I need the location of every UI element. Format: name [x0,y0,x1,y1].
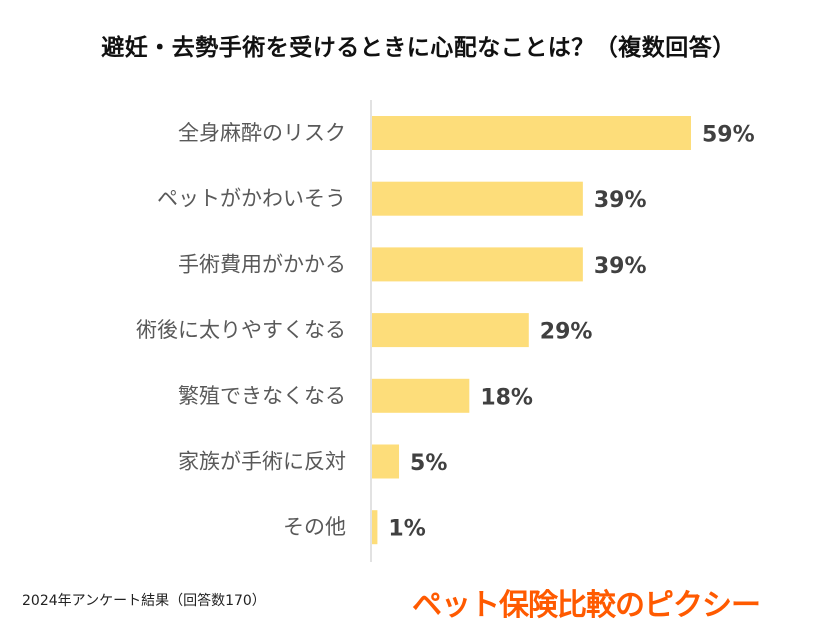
bars-group: 全身麻酔のリスク 59% ペットがかわいそう 39% 手術費用がかかる 39% 術後に太りや… [136,116,755,545]
bar-0 [372,116,691,150]
bar-6 [372,510,378,545]
category-label: その他 [283,515,346,539]
category-label: 家族が手術に反対 [178,450,346,474]
category-label: 全身麻酔のリスク [178,121,346,145]
value-label: 29% [540,320,593,345]
bar-4 [372,378,470,413]
category-label: 術後に太りやすくなる [136,318,346,342]
bar-5 [372,444,400,479]
value-label: 1% [388,517,425,542]
value-label: 5% [410,451,447,476]
bar-1 [372,181,583,216]
chart-title: 避妊・去勢手術を受けるときに心配なことは？（複数回答） [101,35,736,61]
category-label: ペットがかわいそう [157,187,346,211]
value-label: 39% [594,254,647,279]
value-label: 59% [702,123,755,148]
value-label: 39% [594,188,647,213]
survey-footnote: 2024年アンケート結果（回答数170） [22,593,266,609]
bar-3 [372,313,529,348]
value-label: 18% [480,385,533,410]
bar-2 [372,247,583,282]
category-label: 手術費用がかかる [178,252,346,276]
category-label: 繁殖できなくなる [178,384,346,408]
brand-logo-text: ペット保険比較のピクシー [412,588,761,623]
